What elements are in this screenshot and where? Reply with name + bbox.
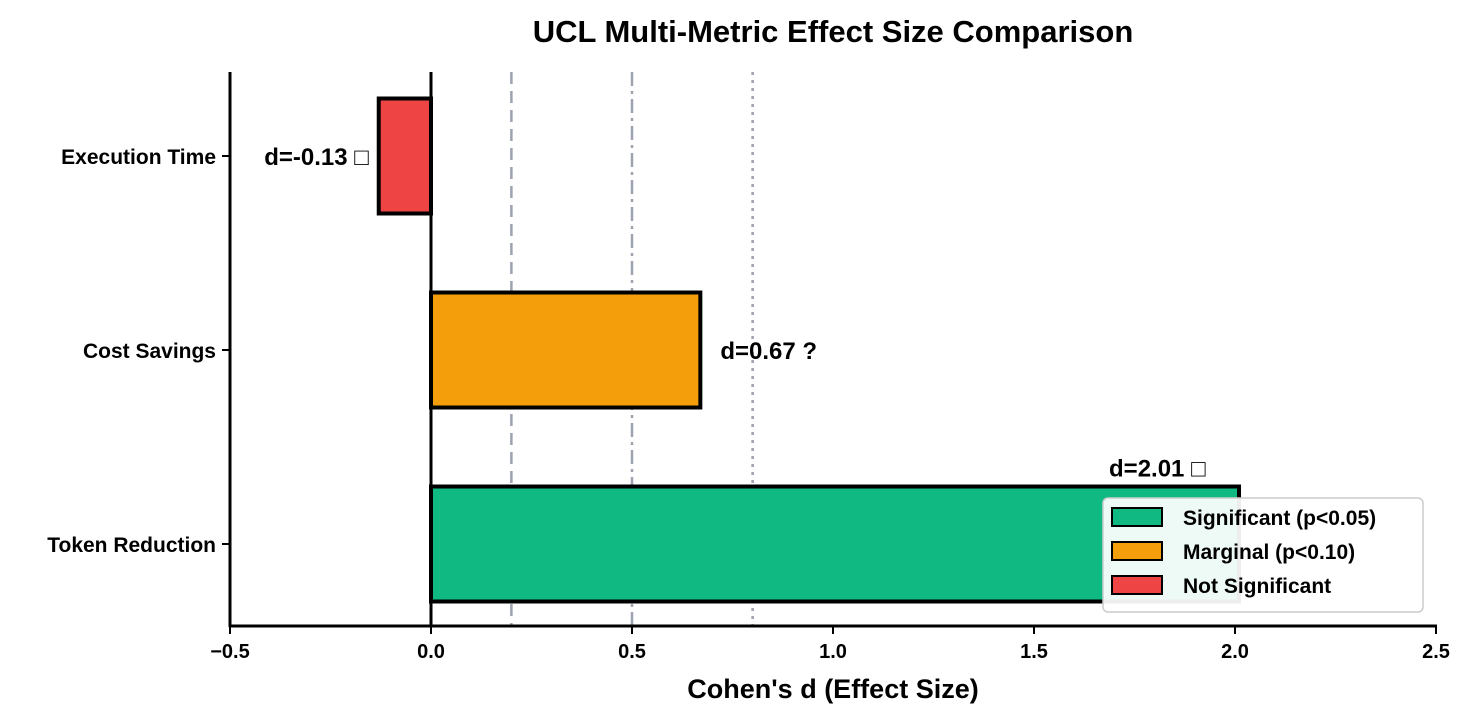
y-tick-label: Token Reduction bbox=[47, 534, 216, 557]
x-tick-label: 0.0 bbox=[417, 641, 445, 663]
x-tick-label: 1.0 bbox=[819, 641, 847, 663]
data-label: d=-0.13 □ bbox=[264, 144, 369, 171]
x-tick-label: 0.5 bbox=[618, 641, 646, 663]
legend-swatch bbox=[1111, 541, 1163, 561]
x-axis-label: Cohen's d (Effect Size) bbox=[687, 674, 978, 704]
x-tick-label: 1.5 bbox=[1020, 641, 1048, 663]
legend-box bbox=[1102, 497, 1424, 613]
y-tick-label: Execution Time bbox=[61, 146, 216, 169]
x-tick-label: 2.5 bbox=[1422, 641, 1450, 663]
legend: Significant (p<0.05) Marginal (p<0.10) Not… bbox=[1102, 497, 1424, 613]
y-ticks: Execution Time Cost Savings Token Reductio… bbox=[47, 146, 230, 557]
x-tick-label: −0.5 bbox=[210, 641, 249, 663]
legend-label: Marginal (p<0.10) bbox=[1183, 541, 1355, 564]
y-tick-label: Cost Savings bbox=[83, 340, 216, 363]
data-labels: d=-0.13 □ d=0.67 ? d=2.01 □ bbox=[264, 144, 1206, 483]
chart-title: UCL Multi-Metric Effect Size Comparison bbox=[533, 14, 1134, 49]
bar-execution-time bbox=[376, 96, 433, 216]
x-ticks: −0.5 0.0 0.5 1.0 1.5 2.0 2.5 bbox=[210, 626, 1450, 663]
legend-label: Significant (p<0.05) bbox=[1183, 507, 1376, 530]
data-label: d=0.67 ? bbox=[720, 338, 817, 365]
data-label: d=2.01 □ bbox=[1109, 456, 1206, 483]
legend-label: Not Significant bbox=[1183, 575, 1331, 598]
x-tick-label: 2.0 bbox=[1221, 641, 1249, 663]
legend-swatch bbox=[1111, 575, 1163, 595]
legend-swatch bbox=[1111, 507, 1163, 527]
bar-cost-savings bbox=[429, 290, 703, 410]
